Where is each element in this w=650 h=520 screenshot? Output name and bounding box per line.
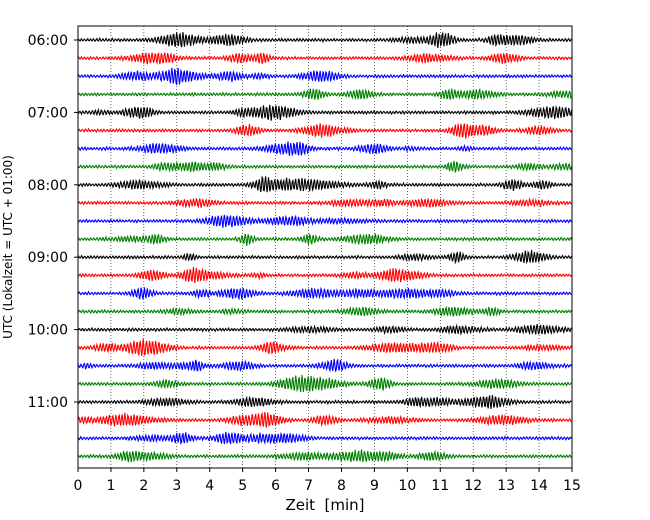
- x-tick-label: 8: [337, 478, 346, 494]
- trace-0845: [77, 232, 573, 246]
- x-axis: 0 1 2 3 4 5 6 7 8 9 10 11 12 13 14 15: [74, 468, 581, 494]
- trace-0900: [77, 249, 572, 265]
- trace-0630: [77, 67, 572, 86]
- trace-0800: [77, 175, 572, 193]
- trace-0645: [77, 87, 572, 101]
- x-tick-label: 15: [563, 478, 581, 494]
- y-tick-label: 08:00: [28, 178, 68, 194]
- trace-1015: [77, 338, 572, 357]
- trace-1130: [77, 431, 572, 446]
- seismogram-traces: [77, 31, 573, 463]
- x-tick-label: 0: [74, 478, 83, 494]
- x-tick-label: 3: [172, 478, 181, 494]
- plot-frame: [77, 25, 573, 469]
- trace-0945: [77, 305, 572, 318]
- y-tick-label: 06:00: [28, 33, 68, 49]
- trace-0815: [77, 197, 572, 209]
- x-tick-label: 1: [106, 478, 115, 494]
- trace-1115: [77, 411, 572, 428]
- trace-0745: [77, 160, 573, 173]
- trace-0830: [77, 214, 572, 228]
- y-axis: 06:00 07:00 08:00 09:00 10:00 11:00: [28, 33, 78, 411]
- x-tick-label: 2: [139, 478, 148, 494]
- trace-0730: [77, 141, 572, 157]
- y-tick-label: 07:00: [28, 105, 68, 121]
- x-tick-label: 12: [464, 478, 482, 494]
- x-tick-label: 5: [238, 478, 247, 494]
- trace-0915: [77, 267, 572, 284]
- x-tick-label: 6: [271, 478, 280, 494]
- trace-0930: [77, 286, 572, 301]
- x-tick-label: 13: [497, 478, 515, 494]
- y-tick-label: 10:00: [28, 323, 68, 339]
- trace-1100: [77, 395, 572, 409]
- trace-0615: [77, 52, 572, 65]
- x-tick-label: 14: [530, 478, 548, 494]
- x-tick-label: 9: [370, 478, 379, 494]
- x-tick-label: 11: [431, 478, 449, 494]
- y-tick-label: 11:00: [28, 395, 68, 411]
- x-tick-label: 10: [398, 478, 416, 494]
- y-tick-label: 09:00: [28, 250, 68, 266]
- trace-1000: [77, 323, 572, 336]
- trace-1030: [77, 358, 573, 373]
- trace-0715: [77, 123, 572, 139]
- trace-0700: [77, 104, 573, 121]
- trace-0600: [77, 31, 572, 49]
- x-axis-label: Zeit [min]: [285, 496, 364, 514]
- x-tick-label: 4: [205, 478, 214, 494]
- x-tick-label: 7: [304, 478, 313, 494]
- trace-1145: [77, 449, 572, 463]
- y-axis-label: UTC (Lokalzeit = UTC + 01:00): [1, 155, 15, 339]
- trace-1045: [77, 374, 572, 393]
